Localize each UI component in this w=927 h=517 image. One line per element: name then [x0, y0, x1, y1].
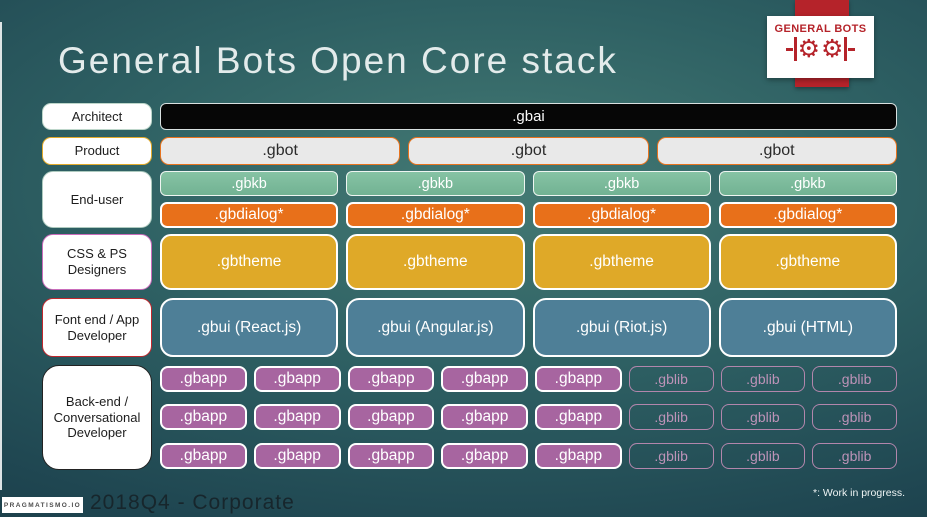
- gbui-html-box: .gbui (HTML): [718, 298, 897, 357]
- page-title: General Bots Open Core stack: [58, 40, 618, 81]
- gblib-box: .gblib: [812, 404, 897, 430]
- row-label-frontend-app-developer: Font end / App Developer: [42, 298, 152, 357]
- gbui-angular-box: .gbui (Angular.js): [346, 298, 525, 357]
- gbot-box: .gbot: [160, 137, 401, 165]
- gbui-react-box: .gbui (React.js): [160, 298, 339, 357]
- gbdialog-box: .gbdialog*: [532, 202, 711, 228]
- row-label-end-user: End-user: [42, 171, 152, 228]
- gbtheme-box: .gbtheme: [346, 234, 525, 290]
- gblib-box: .gblib: [720, 404, 806, 430]
- gbkb-box: .gbkb: [532, 171, 711, 196]
- gbapp-box: .gbapp: [253, 366, 341, 392]
- gbui-riot-box: .gbui (Riot.js): [532, 298, 711, 357]
- backend-row: .gbapp .gbapp .gbapp .gbapp .gbapp .gbli…: [160, 404, 897, 430]
- gbkb-box: .gbkb: [160, 171, 339, 196]
- gear-icon: ⚙: [821, 34, 844, 63]
- gbapp-box: .gbapp: [535, 404, 622, 430]
- gbapp-box: .gbapp: [441, 404, 528, 430]
- gbkb-box: .gbkb: [346, 171, 525, 196]
- gbapp-box: .gbapp: [535, 366, 622, 392]
- gear-icon: ⚙: [797, 34, 820, 63]
- gblib-box: .gblib: [720, 366, 806, 392]
- gbtheme-box: .gbtheme: [718, 234, 897, 290]
- gbapp-box: .gbapp: [160, 443, 247, 469]
- gbtheme-row: .gbtheme .gbtheme .gbtheme .gbtheme: [160, 234, 897, 290]
- gblib-box: .gblib: [628, 443, 714, 469]
- gblib-box: .gblib: [812, 443, 897, 469]
- axle-bar-left-icon: [793, 37, 797, 61]
- gbkb-box: .gbkb: [718, 171, 897, 196]
- gbapp-box: .gbapp: [347, 443, 435, 469]
- product-row: .gbot .gbot .gbot: [160, 137, 897, 165]
- gbai-box: .gbai: [160, 103, 897, 130]
- row-label-backend-conversational-developer: Back-end / Conversational Developer: [42, 365, 152, 470]
- gbapp-box: .gbapp: [253, 443, 341, 469]
- gbdialog-box: .gbdialog*: [346, 202, 525, 228]
- backend-row: .gbapp .gbapp .gbapp .gbapp .gbapp .gbli…: [160, 443, 897, 469]
- gbot-box: .gbot: [408, 137, 649, 165]
- row-label-product: Product: [42, 137, 152, 165]
- architect-row: .gbai: [160, 103, 897, 130]
- gbapp-box: .gbapp: [441, 366, 528, 392]
- gbkb-row: .gbkb .gbkb .gbkb .gbkb: [160, 171, 897, 196]
- row-label-css-ps-designers: CSS & PS Designers: [42, 234, 152, 290]
- work-in-progress-note: *: Work in progress.: [812, 487, 905, 499]
- gbapp-box: .gbapp: [347, 404, 435, 430]
- gbapp-box: .gbapp: [347, 366, 435, 392]
- gbtheme-box: .gbtheme: [532, 234, 711, 290]
- gbtheme-box: .gbtheme: [160, 234, 339, 290]
- general-bots-logo: GENERAL BOTS ⚙ ⚙: [767, 16, 874, 78]
- left-edge-line: [0, 22, 2, 490]
- gblib-box: .gblib: [628, 404, 714, 430]
- gbui-row: .gbui (React.js) .gbui (Angular.js) .gbu…: [160, 298, 897, 357]
- axle-stub-left-icon: [785, 47, 793, 51]
- pragmatismo-badge: PRAGMATISMO.IO: [2, 497, 83, 513]
- axle-bar-right-icon: [844, 37, 848, 61]
- gbdialog-box: .gbdialog*: [160, 202, 339, 228]
- gbapp-box: .gbapp: [160, 366, 247, 392]
- footer-caption: 2018Q4 - Corporate: [90, 491, 295, 514]
- gbapp-box: .gbapp: [441, 443, 528, 469]
- logo-text: GENERAL BOTS: [774, 23, 867, 35]
- backend-row: .gbapp .gbapp .gbapp .gbapp .gbapp .gbli…: [160, 366, 897, 392]
- gbdialog-row: .gbdialog* .gbdialog* .gbdialog* .gbdial…: [160, 202, 897, 228]
- gblib-box: .gblib: [812, 366, 897, 392]
- gbapp-box: .gbapp: [160, 404, 247, 430]
- row-label-architect: Architect: [42, 103, 152, 130]
- gblib-box: .gblib: [720, 443, 806, 469]
- axle-stub-right-icon: [848, 47, 856, 51]
- gbdialog-box: .gbdialog*: [718, 202, 897, 228]
- gblib-box: .gblib: [628, 366, 714, 392]
- gears-icon: ⚙ ⚙: [785, 34, 856, 63]
- gbot-box: .gbot: [656, 137, 897, 165]
- gbapp-box: .gbapp: [253, 404, 341, 430]
- gbapp-box: .gbapp: [535, 443, 622, 469]
